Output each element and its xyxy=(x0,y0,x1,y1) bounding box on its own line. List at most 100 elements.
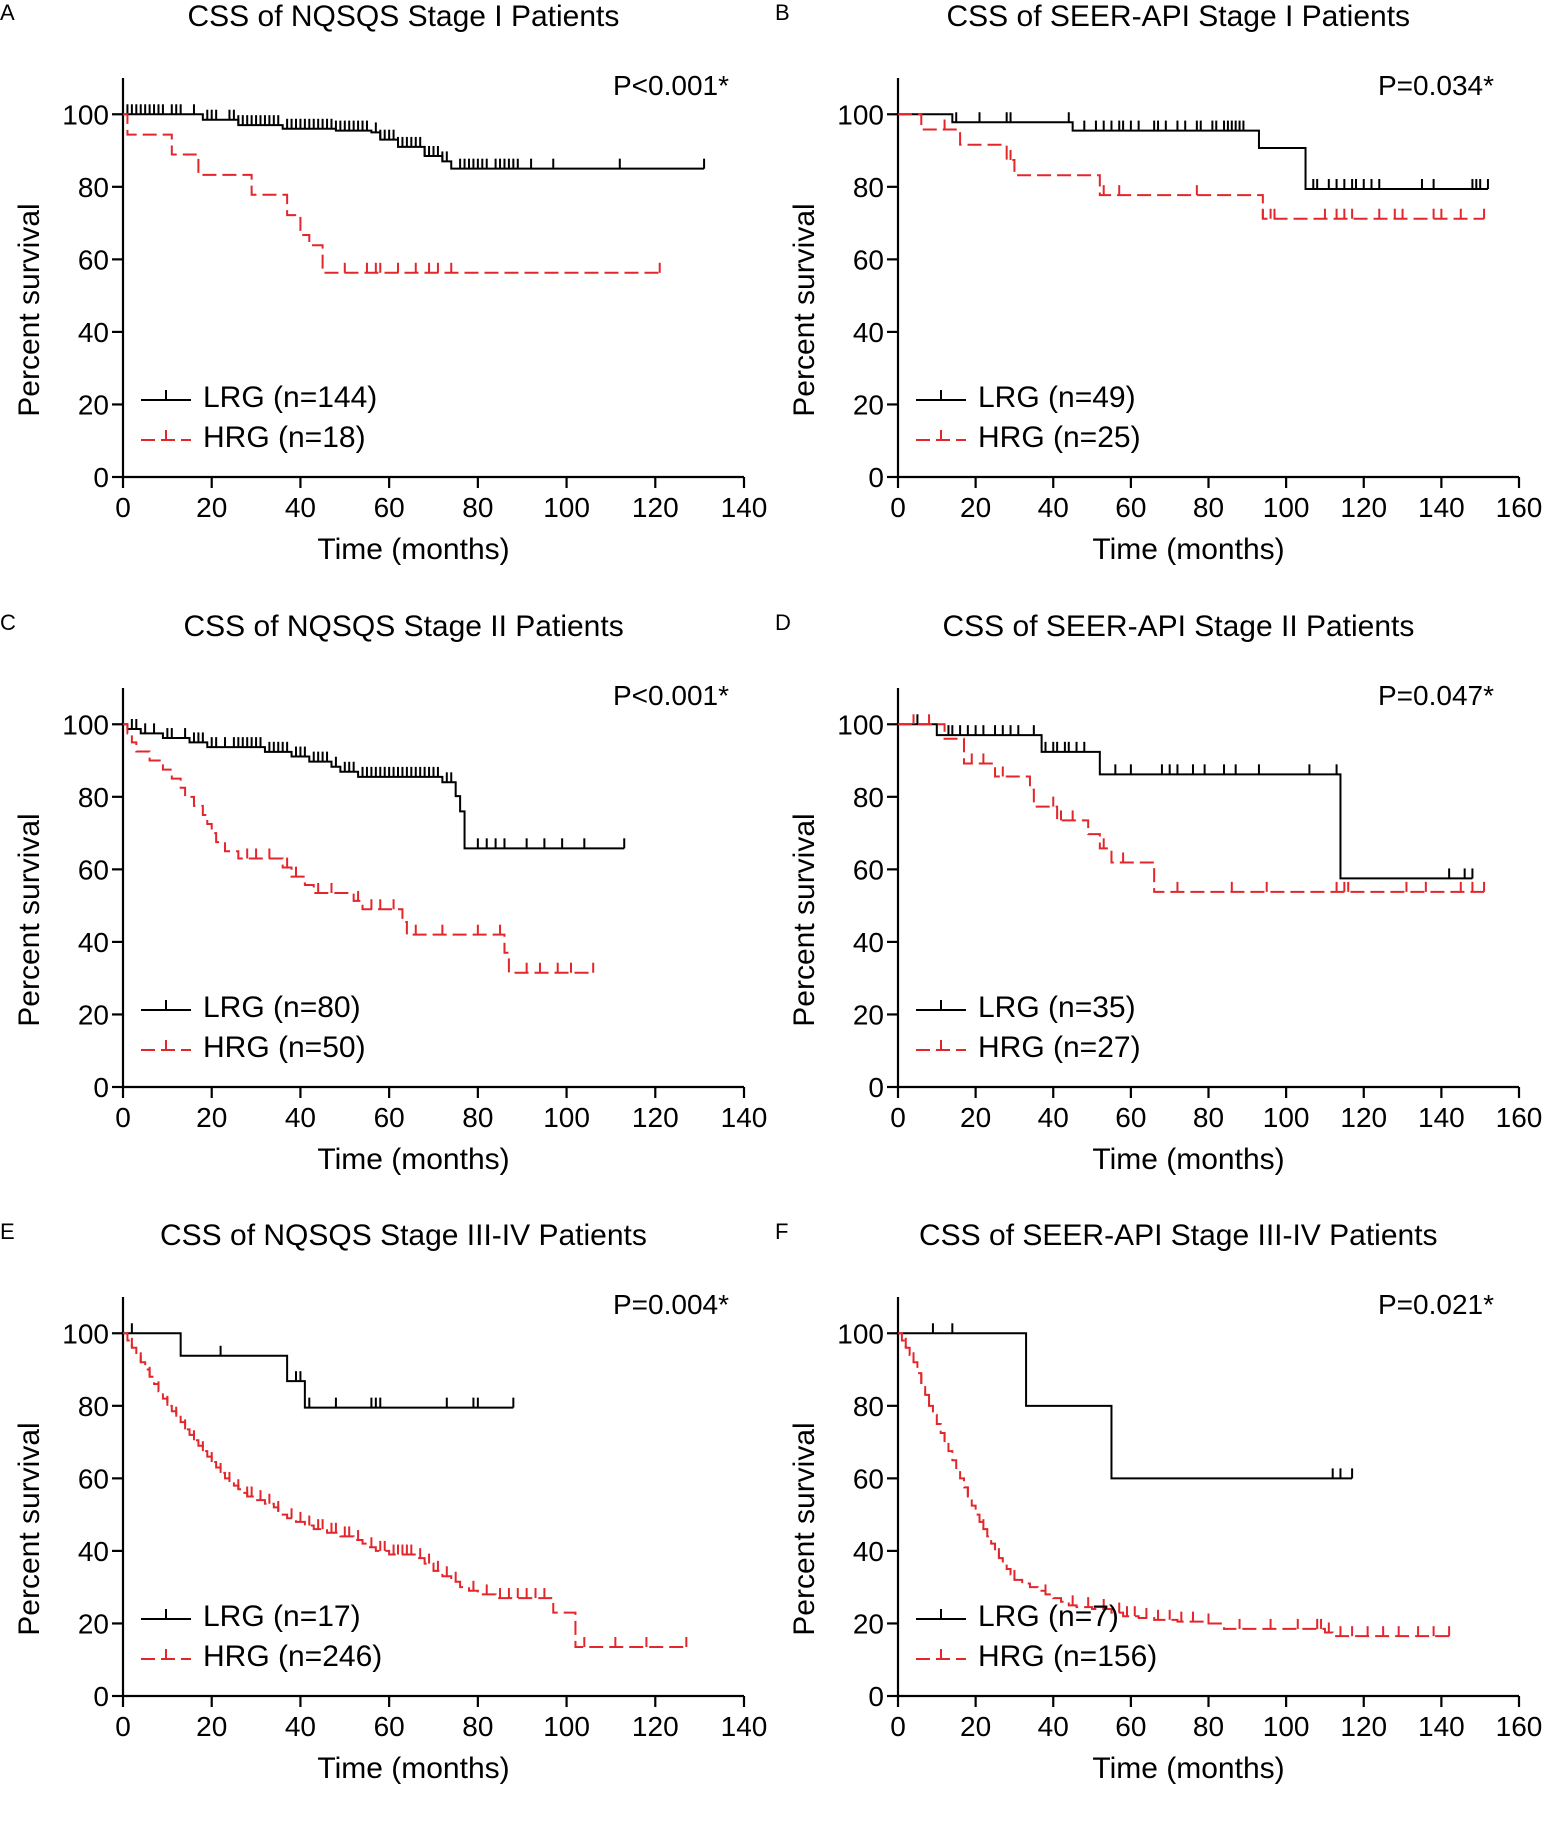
x-tick-label: 80 xyxy=(462,492,493,523)
x-tick-label: 140 xyxy=(721,492,768,523)
x-tick-label: 60 xyxy=(374,1711,405,1742)
x-tick-label: 80 xyxy=(1193,1711,1224,1742)
x-tick-label: 160 xyxy=(1496,1711,1543,1742)
y-tick-label: 40 xyxy=(78,1536,109,1567)
chart-title: CSS of NQSQS Stage III-IV Patients xyxy=(160,1219,647,1252)
survival-curve-hrg xyxy=(898,113,1485,220)
x-axis-label: Time (months) xyxy=(1092,533,1285,566)
x-tick-label: 120 xyxy=(632,1711,679,1742)
legend-label-hrg: HRG (n=18) xyxy=(203,421,366,454)
survival-curve-lrg xyxy=(898,113,1488,190)
y-tick-label: 100 xyxy=(837,709,884,740)
survival-curve-hrg xyxy=(898,1332,1450,1638)
legend-label-hrg: HRG (n=25) xyxy=(978,421,1141,454)
panel-label: E xyxy=(0,1219,15,1244)
y-tick-label: 40 xyxy=(853,927,884,958)
x-tick-label: 140 xyxy=(1418,1102,1465,1133)
legend-label-lrg: LRG (n=80) xyxy=(203,991,361,1024)
y-tick-label: 80 xyxy=(78,782,109,813)
x-tick-label: 20 xyxy=(196,1102,227,1133)
x-tick-label: 80 xyxy=(1193,492,1224,523)
chart-panel-d: D CSS of SEER-API Stage II Patients P=0.04… xyxy=(775,610,1549,1220)
x-tick-label: 40 xyxy=(1038,1102,1069,1133)
y-tick-label: 0 xyxy=(93,1681,109,1712)
chart-panel-c: C CSS of NQSQS Stage II Patients P<0.001* P… xyxy=(0,610,774,1220)
x-tick-label: 80 xyxy=(462,1711,493,1742)
chart-title: CSS of SEER-API Stage II Patients xyxy=(942,610,1415,643)
chart-title: CSS of NQSQS Stage I Patients xyxy=(187,0,620,33)
x-tick-label: 100 xyxy=(1263,1102,1310,1133)
x-tick-label: 40 xyxy=(285,1711,316,1742)
x-tick-label: 140 xyxy=(721,1102,768,1133)
survival-curve-lrg xyxy=(123,723,625,850)
km-plot: 0 20 40 60 80 100 0 20 40 60 80 100 120 140 160 xyxy=(837,1297,1543,1742)
km-plot: 0 20 40 60 80 100 0 20 40 60 80 100 120 140 xyxy=(62,78,768,523)
x-tick-label: 0 xyxy=(890,492,906,523)
x-tick-label: 120 xyxy=(632,1102,679,1133)
legend-label-hrg: HRG (n=27) xyxy=(978,1031,1141,1064)
y-tick-label: 40 xyxy=(78,927,109,958)
x-tick-label: 0 xyxy=(890,1711,906,1742)
y-tick-label: 20 xyxy=(78,389,109,420)
y-tick-label: 60 xyxy=(78,244,109,275)
survival-curve-hrg xyxy=(123,113,660,274)
x-tick-label: 80 xyxy=(462,1102,493,1133)
x-tick-label: 40 xyxy=(285,1102,316,1133)
x-axis-label: Time (months) xyxy=(1092,1143,1285,1176)
y-tick-label: 100 xyxy=(837,99,884,130)
x-tick-label: 40 xyxy=(285,492,316,523)
chart-panel-a: A CSS of NQSQS Stage I Patients P<0.001* Pe… xyxy=(0,0,774,610)
y-tick-label: 60 xyxy=(78,1463,109,1494)
x-tick-label: 100 xyxy=(1263,492,1310,523)
x-tick-label: 20 xyxy=(960,1711,991,1742)
km-plot: 0 20 40 60 80 100 0 20 40 60 80 100 120 140 160 xyxy=(837,78,1543,523)
x-tick-label: 20 xyxy=(960,492,991,523)
y-tick-label: 60 xyxy=(78,854,109,885)
y-tick-label: 100 xyxy=(62,1318,109,1349)
legend-label-lrg: LRG (n=49) xyxy=(978,381,1136,414)
p-value-label: P=0.047* xyxy=(1378,680,1494,711)
p-value-label: P=0.034* xyxy=(1378,70,1494,101)
y-tick-label: 20 xyxy=(853,1608,884,1639)
x-axis-label: Time (months) xyxy=(317,1143,510,1176)
x-tick-label: 20 xyxy=(196,1711,227,1742)
x-tick-label: 40 xyxy=(1038,1711,1069,1742)
x-tick-label: 20 xyxy=(960,1102,991,1133)
y-tick-label: 0 xyxy=(868,462,884,493)
y-tick-label: 80 xyxy=(78,1391,109,1422)
chart-title: CSS of SEER-API Stage I Patients xyxy=(946,0,1411,33)
x-tick-label: 140 xyxy=(721,1711,768,1742)
y-tick-label: 100 xyxy=(62,709,109,740)
x-tick-label: 100 xyxy=(543,1711,590,1742)
km-plot: 0 20 40 60 80 100 0 20 40 60 80 100 120 140 xyxy=(62,1297,768,1742)
x-axis-label: Time (months) xyxy=(1092,1752,1285,1785)
x-axis-label: Time (months) xyxy=(317,1752,510,1785)
x-tick-label: 0 xyxy=(115,1102,131,1133)
x-tick-label: 60 xyxy=(1115,492,1146,523)
p-value-label: P<0.001* xyxy=(613,680,729,711)
x-tick-label: 160 xyxy=(1496,492,1543,523)
y-tick-label: 60 xyxy=(853,854,884,885)
y-tick-label: 20 xyxy=(78,999,109,1030)
x-tick-label: 120 xyxy=(1340,1102,1387,1133)
x-tick-label: 60 xyxy=(374,1102,405,1133)
x-tick-label: 140 xyxy=(1418,492,1465,523)
y-tick-label: 40 xyxy=(78,317,109,348)
chart-panel-e: E CSS of NQSQS Stage III-IV Patients P=0.0… xyxy=(0,1219,774,1829)
legend-label-hrg: HRG (n=156) xyxy=(978,1640,1158,1673)
y-tick-label: 100 xyxy=(62,99,109,130)
y-tick-label: 0 xyxy=(93,462,109,493)
x-tick-label: 120 xyxy=(1340,1711,1387,1742)
x-tick-label: 60 xyxy=(1115,1711,1146,1742)
y-tick-label: 20 xyxy=(853,999,884,1030)
panel-label: A xyxy=(0,0,15,25)
x-tick-label: 60 xyxy=(374,492,405,523)
y-tick-label: 80 xyxy=(853,782,884,813)
y-tick-label: 100 xyxy=(837,1318,884,1349)
x-tick-label: 40 xyxy=(1038,492,1069,523)
panel-label: D xyxy=(775,610,791,635)
x-tick-label: 120 xyxy=(1340,492,1387,523)
x-tick-label: 0 xyxy=(890,1102,906,1133)
x-tick-label: 100 xyxy=(1263,1711,1310,1742)
